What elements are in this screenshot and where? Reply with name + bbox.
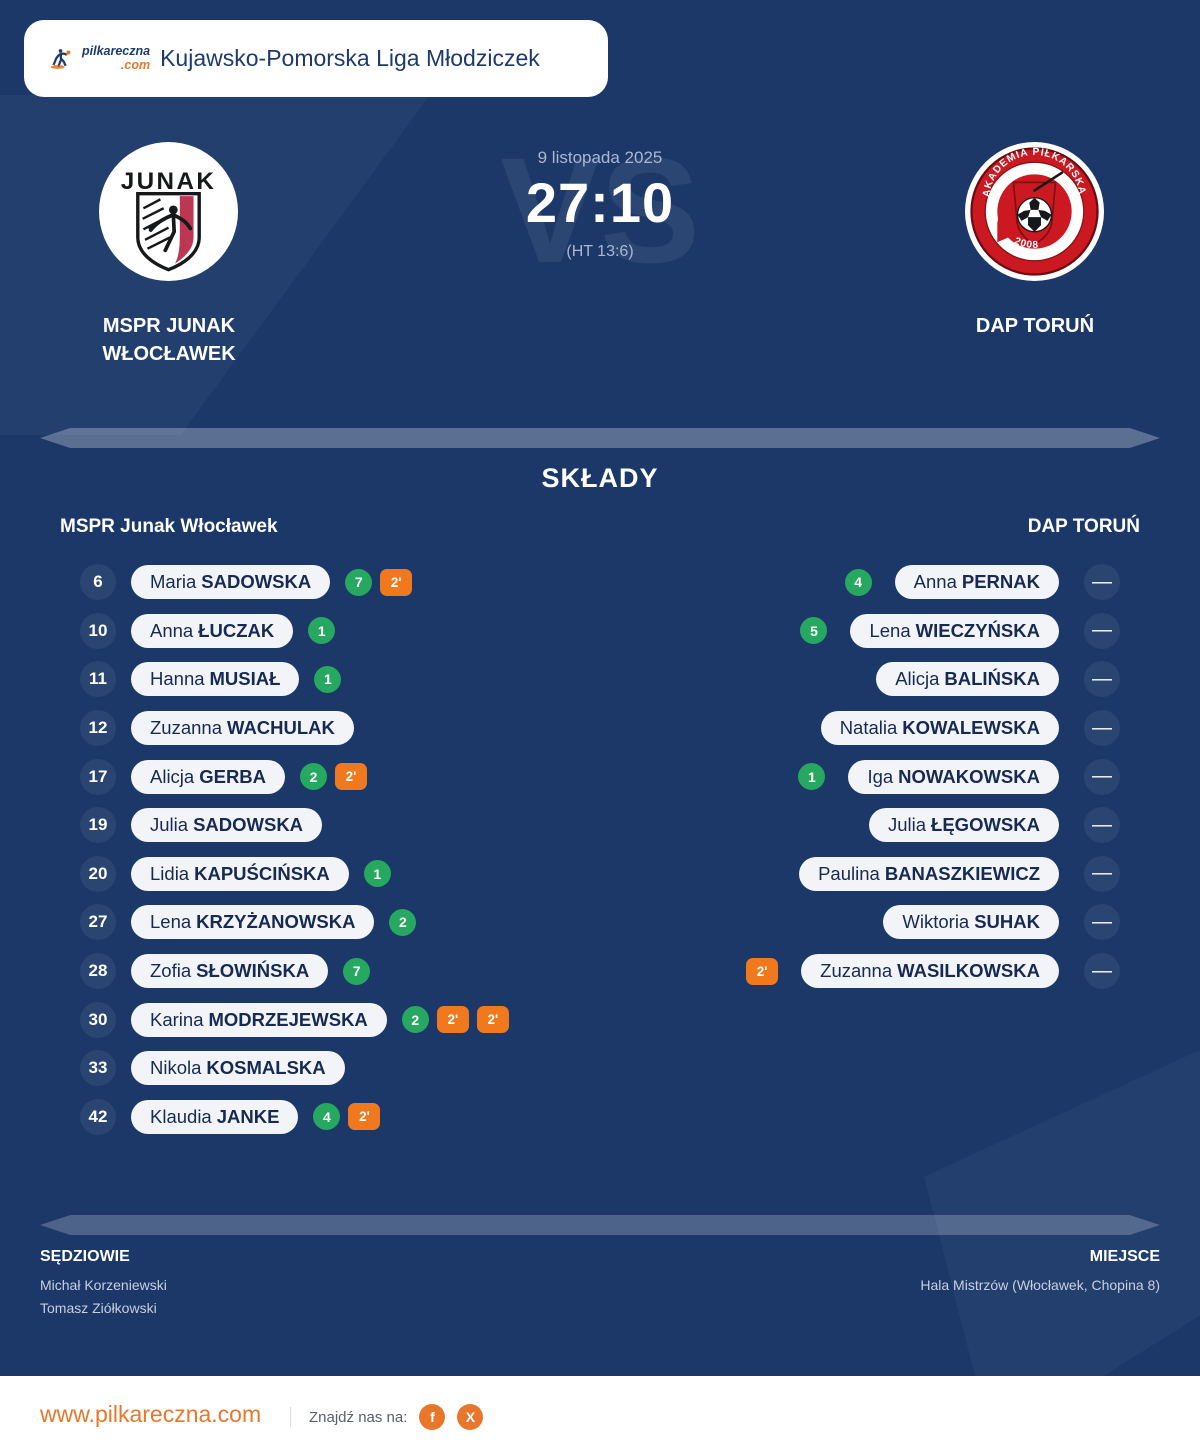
svg-text:JUNAK: JUNAK [120,168,216,195]
